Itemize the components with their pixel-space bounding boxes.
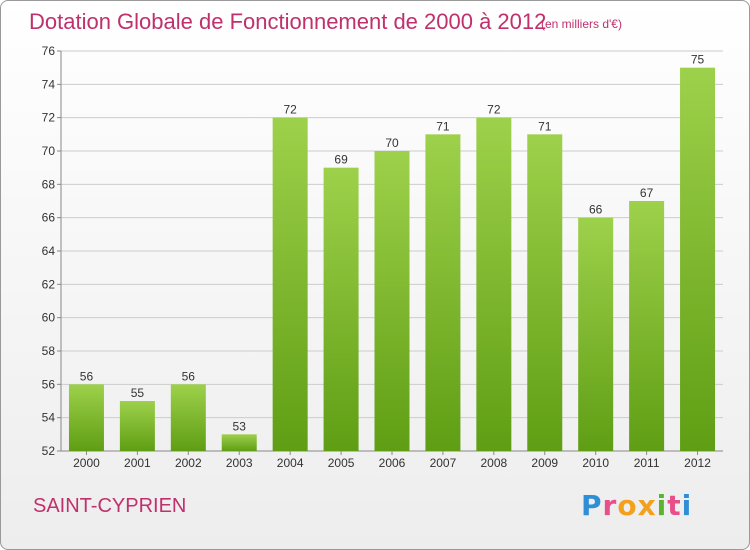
value-label-2000: 56: [80, 369, 94, 383]
bar-2007: [425, 134, 461, 452]
y-tick-label: 68: [42, 177, 56, 191]
proxiti-logo: Proxiti: [581, 489, 693, 522]
value-label-2011: 67: [640, 186, 654, 200]
x-tick-label-2010: 2010: [582, 456, 609, 470]
x-tick-label-2011: 2011: [634, 456, 660, 470]
value-label-2004: 72: [283, 103, 297, 117]
x-tick-label-2003: 2003: [226, 456, 253, 470]
value-label-2001: 55: [131, 386, 145, 400]
value-label-2010: 66: [589, 203, 603, 217]
value-label-2008: 72: [487, 103, 501, 117]
bar-2008: [476, 117, 512, 452]
value-label-2005: 69: [334, 153, 348, 167]
bar-2000: [68, 384, 104, 451]
y-tick-label: 54: [42, 411, 56, 425]
bar-2003: [221, 434, 257, 451]
x-tick-label-2006: 2006: [379, 456, 406, 470]
chart-unit-label: (en milliers d'€): [541, 17, 622, 31]
y-tick-label: 74: [42, 77, 56, 91]
x-tick-label-2008: 2008: [480, 456, 507, 470]
bar-2009: [527, 134, 563, 452]
value-label-2006: 70: [385, 136, 399, 150]
city-name: SAINT-CYPRIEN: [33, 495, 187, 517]
y-tick-label: 72: [42, 111, 56, 125]
bar-2004: [272, 117, 308, 452]
y-tick-label: 58: [42, 344, 56, 358]
y-tick-label: 66: [42, 211, 56, 225]
bar-2002: [170, 384, 206, 451]
bar-2011: [629, 201, 665, 451]
y-tick-label: 64: [42, 244, 56, 258]
value-label-2002: 56: [182, 369, 196, 383]
y-tick-label: 76: [42, 44, 56, 58]
bar-2005: [323, 167, 359, 451]
y-tick-label: 62: [42, 277, 56, 291]
bar-2010: [578, 217, 614, 451]
bar-2001: [119, 401, 155, 451]
bar-2012: [680, 67, 716, 452]
chart-title: Dotation Globale de Fonctionnement de 20…: [29, 9, 547, 34]
value-label-2009: 71: [538, 119, 552, 133]
bar-2006: [374, 151, 410, 451]
x-tick-label-2000: 2000: [73, 456, 100, 470]
x-tick-label-2004: 2004: [277, 456, 304, 470]
x-tick-label-2009: 2009: [531, 456, 558, 470]
value-label-2007: 71: [436, 119, 450, 133]
y-tick-label: 56: [42, 377, 56, 391]
x-tick-label-2001: 2001: [124, 456, 151, 470]
x-tick-label-2007: 2007: [430, 456, 457, 470]
y-tick-label: 52: [42, 444, 56, 458]
value-label-2012: 75: [691, 53, 705, 67]
y-tick-label: 70: [42, 144, 56, 158]
x-tick-label-2002: 2002: [175, 456, 202, 470]
value-label-2003: 53: [233, 419, 247, 433]
x-tick-label-2005: 2005: [328, 456, 355, 470]
y-tick-label: 60: [42, 311, 56, 325]
x-tick-label-2012: 2012: [684, 456, 711, 470]
